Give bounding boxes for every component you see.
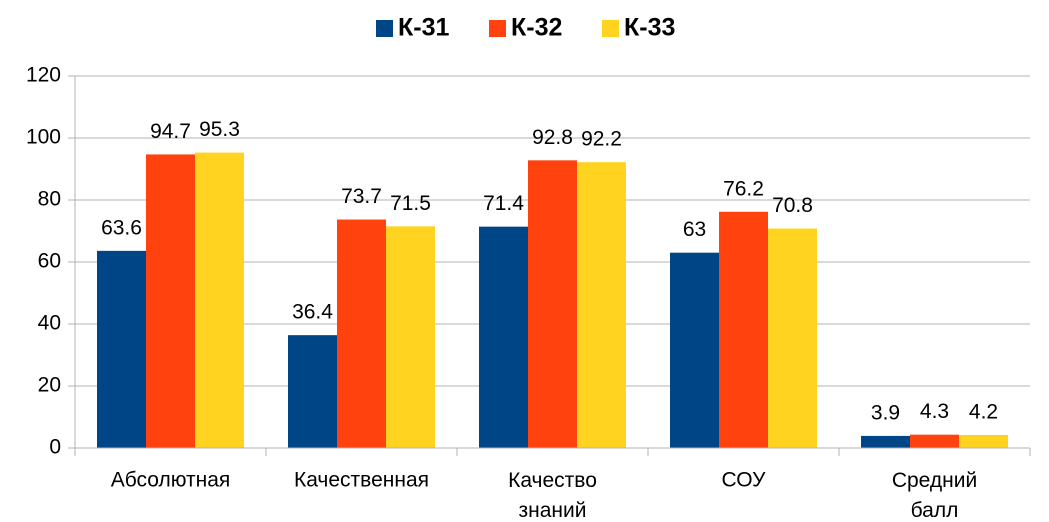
legend-label: К-32 [511, 14, 562, 42]
bar [337, 219, 386, 448]
bar [959, 434, 1008, 448]
x-tick-label: Абсолютная [111, 469, 231, 492]
value-label: 71.5 [390, 192, 431, 215]
value-label: 63.6 [101, 216, 142, 239]
bar [479, 226, 528, 448]
y-tick-label: 120 [26, 64, 61, 87]
bar [528, 160, 577, 448]
legend-swatch [376, 20, 393, 37]
legend-swatch [602, 20, 619, 37]
value-label: 3.9 [871, 401, 900, 424]
value-label: 63 [683, 218, 706, 241]
x-tick-label: Качественная [294, 469, 429, 492]
x-tick-label: Средний балл [892, 469, 977, 522]
value-label: 92.8 [532, 126, 573, 149]
bar [288, 335, 337, 448]
bar [670, 252, 719, 448]
y-tick-label: 100 [26, 126, 61, 149]
bar [97, 250, 146, 448]
bar [195, 152, 244, 448]
legend-label: К-31 [398, 14, 449, 42]
bar [768, 228, 817, 448]
value-label: 94.7 [150, 120, 191, 143]
bar [861, 435, 910, 448]
y-tick-label: 20 [38, 374, 61, 397]
x-tick-label: Качество знаний [508, 469, 597, 522]
value-label: 71.4 [483, 192, 524, 215]
value-label: 95.3 [199, 118, 240, 141]
bar [146, 154, 195, 448]
y-tick-label: 60 [38, 250, 61, 273]
value-label: 4.2 [969, 401, 998, 424]
value-label: 70.8 [772, 194, 813, 217]
y-tick-label: 40 [38, 312, 61, 335]
value-label: 36.4 [292, 301, 333, 324]
value-label: 76.2 [723, 177, 764, 200]
legend-swatch [489, 20, 506, 37]
bar [577, 162, 626, 448]
bar [910, 434, 959, 448]
bar [719, 211, 768, 448]
value-label: 73.7 [341, 185, 382, 208]
y-tick-label: 0 [49, 436, 61, 459]
legend-label: К-33 [624, 14, 675, 42]
y-tick-label: 80 [38, 188, 61, 211]
x-tick-label: СОУ [722, 469, 767, 492]
value-label: 4.3 [920, 400, 949, 423]
value-label: 92.2 [581, 128, 622, 151]
bar [386, 226, 435, 448]
